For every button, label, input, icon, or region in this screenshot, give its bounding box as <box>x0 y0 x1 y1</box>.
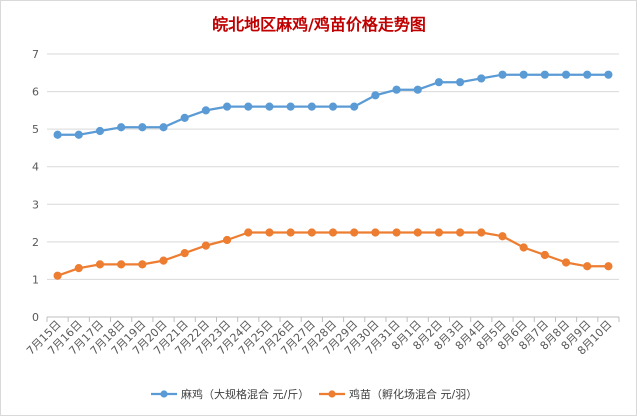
data-point <box>392 85 401 94</box>
data-point <box>434 78 444 87</box>
data-point <box>138 260 147 269</box>
data-point <box>519 243 528 252</box>
data-point <box>540 70 549 79</box>
data-point <box>180 113 189 122</box>
legend: 麻鸡（大规格混合 元/斤） 鸡苗（孵化场混合 元/羽） <box>151 387 477 401</box>
legend-label: 鸡苗（孵化场混合 元/羽） <box>349 387 477 401</box>
series-lines <box>53 70 613 280</box>
data-point <box>456 228 465 237</box>
data-point <box>53 130 62 139</box>
data-point <box>74 264 83 273</box>
data-point <box>392 228 401 237</box>
data-point <box>53 271 62 280</box>
data-point <box>477 74 486 83</box>
data-point <box>519 70 528 79</box>
data-point <box>74 130 83 139</box>
y-tick-label: 6 <box>32 86 39 99</box>
data-point <box>117 123 126 132</box>
data-point <box>244 102 253 111</box>
y-tick-label: 2 <box>32 236 39 249</box>
data-point <box>244 228 253 237</box>
data-point <box>413 85 422 94</box>
data-point <box>413 228 422 237</box>
data-point <box>477 228 486 237</box>
data-point <box>307 102 316 111</box>
y-axis: 0 1 2 3 4 5 6 7 <box>32 48 39 324</box>
data-point <box>350 102 359 111</box>
y-tick-label: 4 <box>32 161 39 174</box>
data-point <box>561 258 571 267</box>
data-point <box>561 70 571 79</box>
data-point <box>265 228 274 237</box>
data-point <box>138 123 147 132</box>
data-point <box>222 102 232 111</box>
series-line <box>57 231 609 277</box>
data-point <box>371 228 380 237</box>
data-point <box>328 102 338 111</box>
y-tick-label: 0 <box>32 311 39 324</box>
data-point <box>265 102 274 111</box>
y-tick-label: 1 <box>32 273 39 286</box>
data-point <box>159 256 168 265</box>
data-point <box>201 241 210 250</box>
data-point <box>583 262 592 271</box>
data-point <box>117 260 126 269</box>
data-point <box>286 228 295 237</box>
x-axis: 7月15日7月16日7月17日7月18日7月19日7月20日7月21日7月22日… <box>24 317 620 358</box>
y-tick-label: 3 <box>32 198 39 211</box>
chart-title: 皖北地区麻鸡/鸡苗价格走势图 <box>212 15 426 34</box>
legend-marker <box>328 390 336 398</box>
data-point <box>604 262 613 271</box>
legend-label: 麻鸡（大规格混合 元/斤） <box>181 387 309 401</box>
data-point <box>95 260 105 269</box>
data-point <box>498 70 507 79</box>
series-1 <box>53 70 613 139</box>
series-2 <box>53 228 613 280</box>
y-tick-label: 7 <box>32 48 39 61</box>
data-point <box>434 228 444 237</box>
legend-marker <box>160 390 168 398</box>
data-point <box>222 235 232 245</box>
data-point <box>307 228 316 237</box>
legend-item: 鸡苗（孵化场混合 元/羽） <box>319 387 477 401</box>
legend-item: 麻鸡（大规格混合 元/斤） <box>151 387 309 401</box>
data-point <box>456 78 465 87</box>
data-point <box>371 91 380 100</box>
data-point <box>201 106 210 115</box>
data-point <box>328 228 338 237</box>
data-point <box>583 70 592 79</box>
data-point <box>540 250 549 260</box>
data-point <box>159 123 168 132</box>
data-point <box>95 126 105 136</box>
data-point <box>604 70 613 79</box>
y-tick-label: 5 <box>32 123 39 136</box>
gridlines <box>47 53 619 318</box>
data-point <box>350 228 359 237</box>
data-point <box>498 232 507 241</box>
data-point <box>180 249 189 258</box>
data-point <box>286 102 295 111</box>
